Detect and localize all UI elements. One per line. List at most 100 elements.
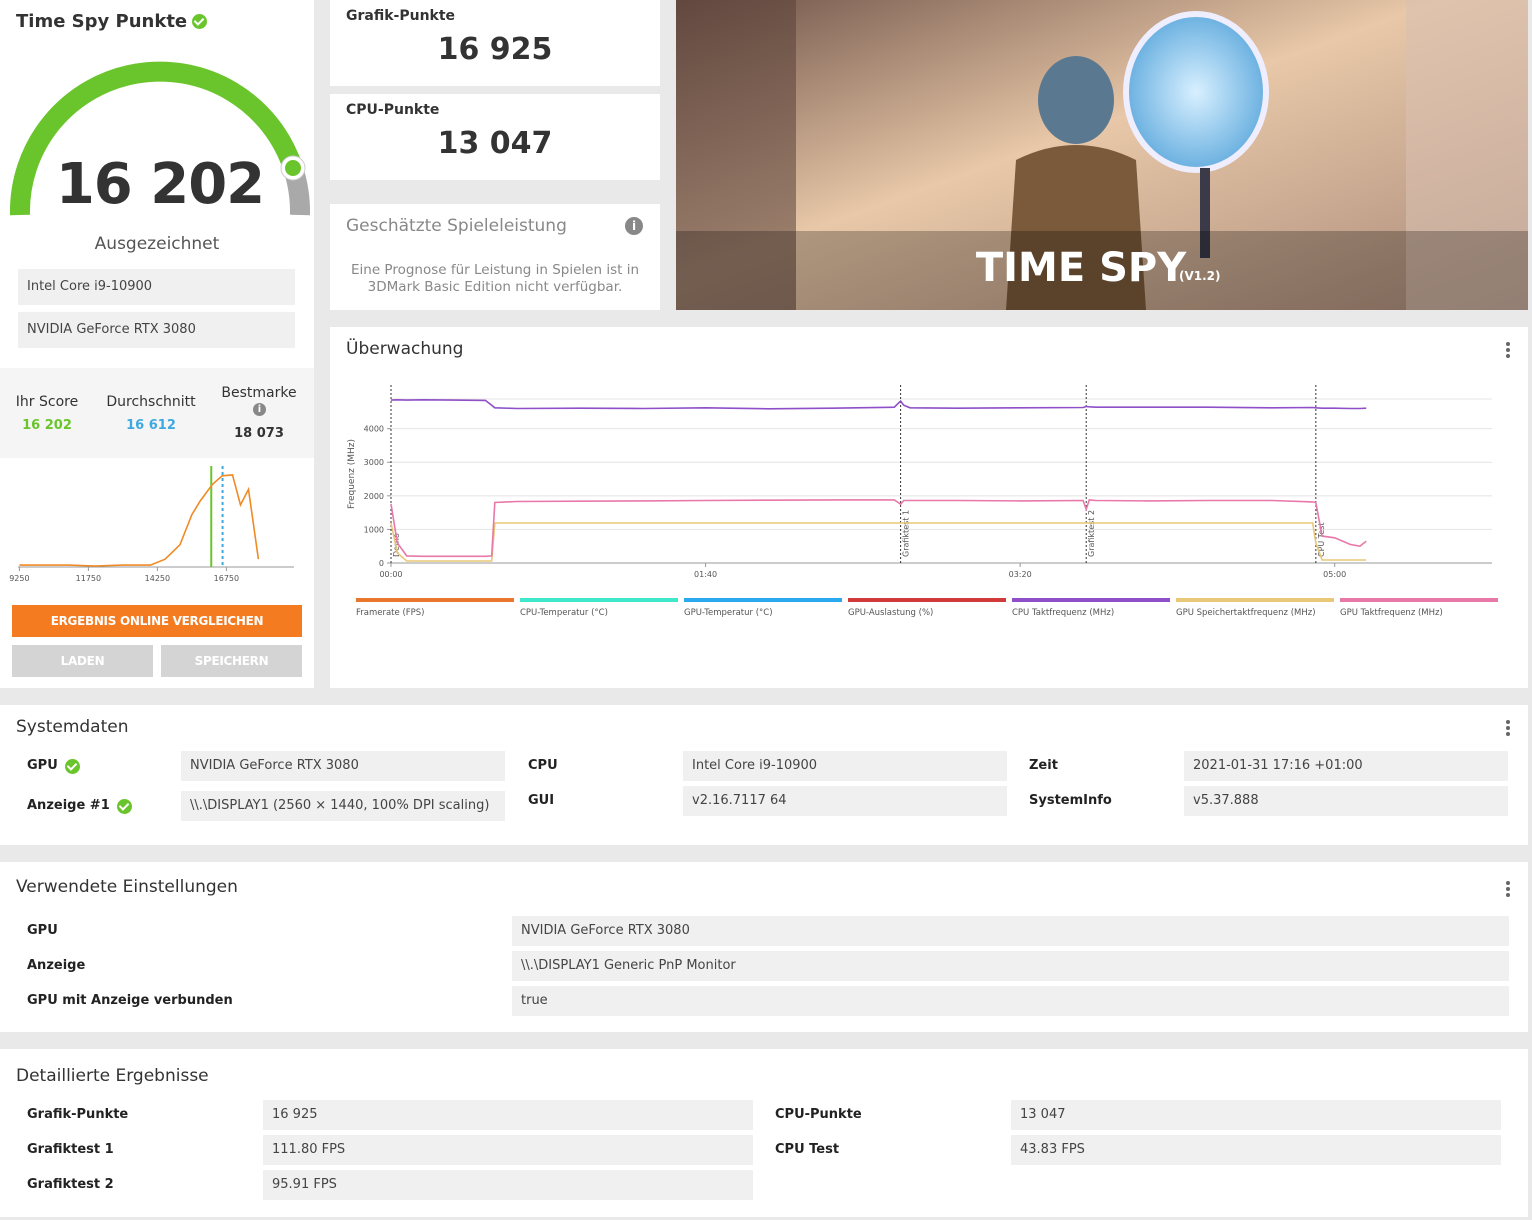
check-icon xyxy=(192,14,208,29)
field-value: true xyxy=(512,986,1509,1016)
score: 16 202 xyxy=(55,152,265,217)
menu[interactable] xyxy=(1506,720,1510,738)
legend-swatch xyxy=(356,598,514,602)
monitoring-panel: Überwachung xyxy=(330,327,1528,688)
y-tick-label: 0 xyxy=(379,559,384,568)
settings-title: Verwendete Einstellungen xyxy=(16,877,238,897)
field-value: 13 047 xyxy=(1011,1100,1501,1130)
event-label: Grafiktest 2 xyxy=(1087,510,1096,557)
field-value: \\.\DISPLAY1 (2560 × 1440, 100% DPI scal… xyxy=(181,791,505,821)
staff xyxy=(1200,168,1210,258)
x-tick-label: 16750 xyxy=(214,574,239,583)
field-value: NVIDIA GeForce RTX 3080 xyxy=(181,751,505,781)
pillar xyxy=(676,0,796,310)
field-label: GPU xyxy=(27,923,58,938)
field-value: Intel Core i9-10900 xyxy=(683,751,1007,781)
rating: Ausgezeichnet xyxy=(94,234,220,254)
load-button[interactable]: LADEN xyxy=(12,645,153,677)
field-label: CPU-Punkte xyxy=(775,1107,862,1122)
check-icon xyxy=(65,759,80,774)
details-panel: Detaillierte Ergebnisse Grafik-Punkte 16 … xyxy=(0,1049,1528,1217)
event-label: CPU Test xyxy=(1317,522,1326,557)
card-label: CPU-Punkte xyxy=(346,102,440,118)
estimate-card: Geschätzte Spieleleistung i Eine Prognos… xyxy=(330,204,660,310)
compare-button[interactable]: ERGEBNIS ONLINE VERGLEICHEN xyxy=(12,605,302,637)
cmp-value: 18 073 xyxy=(234,426,284,441)
gpu-name: NVIDIA GeForce RTX 3080 xyxy=(18,312,295,348)
score-panel: Time Spy Punkte 16 202 Ausgezeichnet Int… xyxy=(0,0,314,688)
menu[interactable] xyxy=(1506,881,1510,899)
score-title-wrap: Time Spy Punkte xyxy=(16,11,208,32)
cmp-label: Bestmarke xyxy=(221,385,297,401)
x-tick-label: 00:00 xyxy=(379,570,402,579)
field-value: NVIDIA GeForce RTX 3080 xyxy=(512,916,1509,946)
field-value: 16 925 xyxy=(263,1100,753,1130)
estimate-title: Geschätzte Spieleleistung xyxy=(346,216,567,236)
orb xyxy=(1123,11,1269,173)
field-label: GUI xyxy=(528,793,555,808)
legend-swatch xyxy=(684,598,842,602)
field-value: 43.83 FPS xyxy=(1011,1135,1501,1165)
x-tick-label: 05:00 xyxy=(1323,570,1346,579)
save-button[interactable]: SPEICHERN xyxy=(161,645,302,677)
distribution-chart: 9250 11750 14250 16750 xyxy=(9,466,294,583)
field-value: v2.16.7117 64 xyxy=(683,786,1007,816)
field-label: CPU xyxy=(528,758,558,773)
x-tick-label: 03:20 xyxy=(1009,570,1032,579)
cpu-name: Intel Core i9-10900 xyxy=(18,269,295,305)
monitoring-chart: 0 1000 2000 3000 4000 00:00 01:40 03:20 05:00 Fre… xyxy=(347,385,1498,618)
helmet xyxy=(1038,56,1114,144)
system-title: Systemdaten xyxy=(16,717,129,737)
banner-version: (V1.2) xyxy=(1179,269,1221,283)
y-tick-label: 3000 xyxy=(364,458,384,467)
x-tick-label: 9250 xyxy=(9,574,29,583)
info-icon: i xyxy=(253,403,266,416)
legend-swatch xyxy=(520,598,678,602)
x-tick-label: 01:40 xyxy=(694,570,717,579)
legend-label: CPU Taktfrequenz (MHz) xyxy=(1012,608,1114,618)
banner: TIME SPY (V1.2) xyxy=(676,0,1528,310)
legend-label: Framerate (FPS) xyxy=(356,608,425,618)
field-label: SystemInfo xyxy=(1029,793,1112,808)
legend-label: GPU Taktfrequenz (MHz) xyxy=(1340,608,1443,618)
cpu-card: CPU-Punkte 13 047 xyxy=(330,94,660,180)
cmp-value: 16 202 xyxy=(22,418,72,433)
card-label: Grafik-Punkte xyxy=(346,8,456,24)
menu[interactable] xyxy=(1506,342,1510,360)
field-value: v5.37.888 xyxy=(1184,786,1508,816)
field-label: Anzeige #1 xyxy=(27,798,110,813)
card-value: 16 925 xyxy=(437,32,553,67)
event-label: Demo xyxy=(392,533,401,557)
y-tick-label: 4000 xyxy=(364,425,384,434)
field-label: CPU Test xyxy=(775,1142,840,1157)
legend-swatch xyxy=(848,598,1006,602)
details-title: Detaillierte Ergebnisse xyxy=(16,1066,209,1086)
legend-swatch xyxy=(1176,598,1334,602)
card-value: 13 047 xyxy=(437,126,553,161)
series-line xyxy=(390,398,1367,410)
graphics-card: Grafik-Punkte 16 925 xyxy=(330,0,660,86)
y-tick-label: 1000 xyxy=(364,525,384,534)
cmp-label: Ihr Score xyxy=(15,394,79,410)
legend-label: GPU-Auslastung (%) xyxy=(848,608,933,618)
series-line xyxy=(390,522,1367,562)
y-axis-label: Frequenz (MHz) xyxy=(347,439,357,509)
score-title: Time Spy Punkte xyxy=(16,11,188,32)
legend-swatch xyxy=(1012,598,1170,602)
x-tick-label: 11750 xyxy=(76,574,101,583)
pillar xyxy=(1406,0,1528,310)
x-tick-label: 14250 xyxy=(145,574,170,583)
banner-title: TIME SPY xyxy=(976,245,1187,291)
field-value: \\.\DISPLAY1 Generic PnP Monitor xyxy=(512,951,1509,981)
legend-label: CPU-Temperatur (°C) xyxy=(520,608,608,618)
field-value: 95.91 FPS xyxy=(263,1170,753,1200)
legend-swatch xyxy=(1340,598,1498,602)
estimate-text: Eine Prognose für Leistung in Spielen is… xyxy=(350,262,640,295)
field-value: 111.80 FPS xyxy=(263,1135,753,1165)
field-value: 2021-01-31 17:16 +01:00 xyxy=(1184,751,1508,781)
field-label: Anzeige xyxy=(27,958,86,973)
body xyxy=(1006,145,1146,310)
legend-label: GPU Speichertaktfrequenz (MHz) xyxy=(1176,608,1316,618)
legend-label: GPU-Temperatur (°C) xyxy=(684,608,773,618)
